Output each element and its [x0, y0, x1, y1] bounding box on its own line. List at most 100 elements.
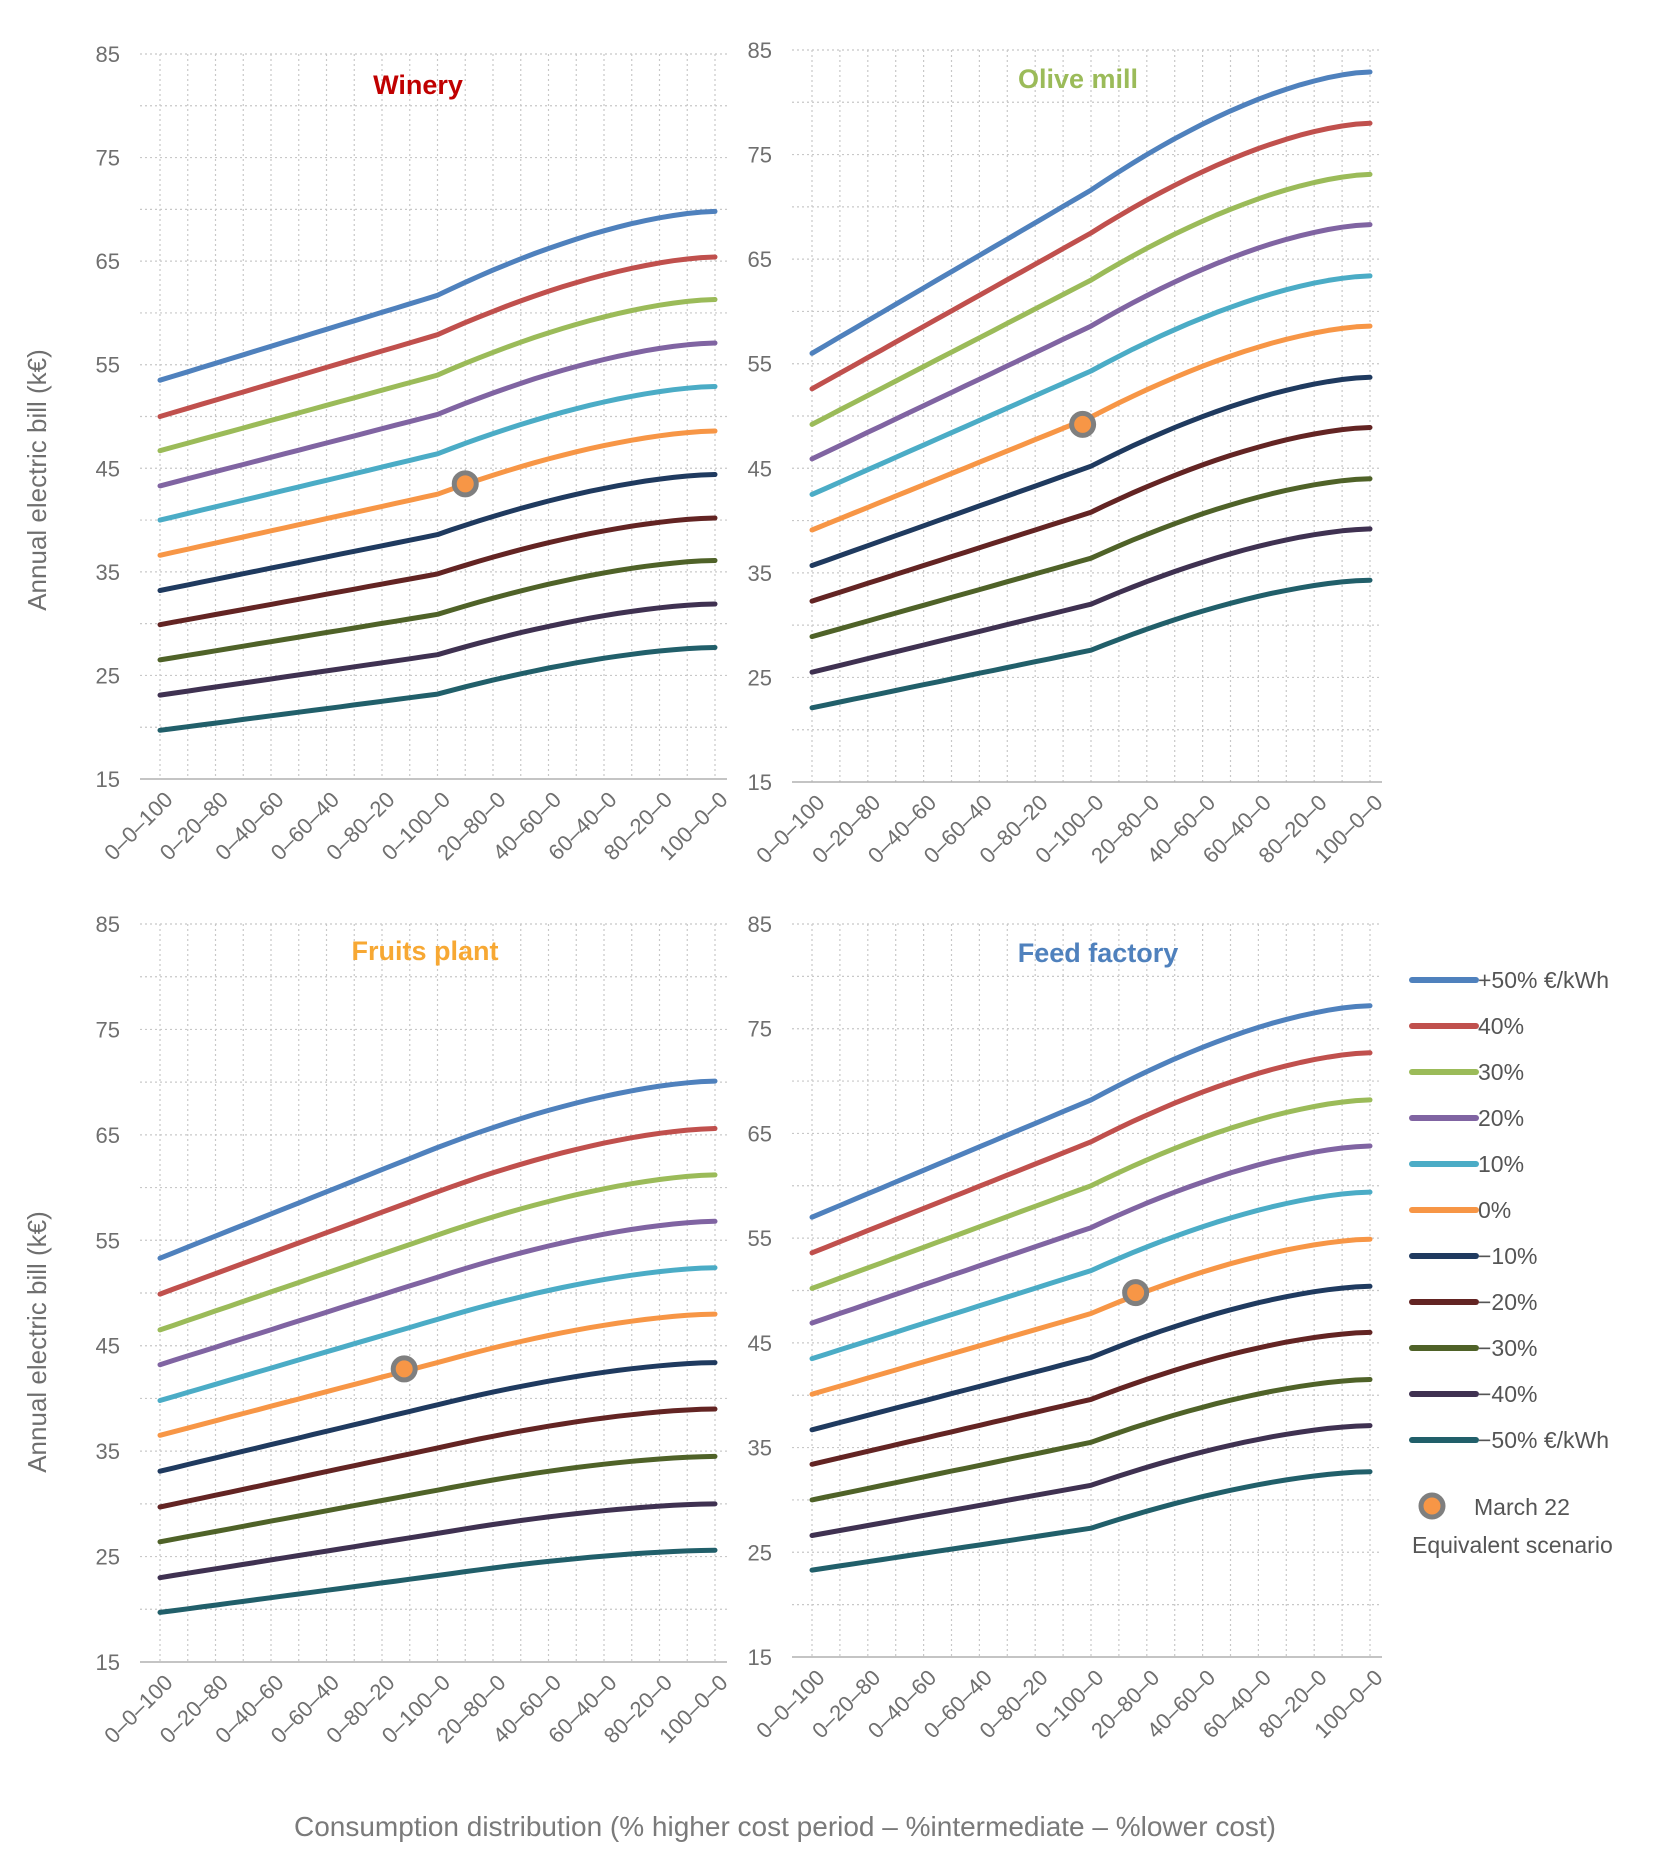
y-tick-label: 85 — [96, 912, 120, 937]
y-tick-label: 55 — [748, 1226, 772, 1251]
series-line — [809, 1050, 1373, 1256]
series-line — [157, 340, 718, 489]
series-line — [809, 222, 1373, 462]
legend: +50% €/kWh 40% 30% 20% 10% 0% −10% −20% −30% −40%… — [1409, 967, 1613, 1558]
y-tick-label: 25 — [96, 663, 120, 688]
y-tick-label: 25 — [748, 665, 772, 690]
y-tick-label: 55 — [96, 1228, 120, 1253]
y-tick-label: 85 — [748, 912, 772, 937]
series-line — [809, 120, 1373, 392]
series-line — [157, 428, 718, 558]
y-tick-label: 45 — [96, 456, 120, 481]
y-tick-label: 45 — [96, 1334, 120, 1359]
series-line — [157, 297, 718, 454]
legend-label: −30% — [1478, 1335, 1537, 1361]
y-tick-label: 45 — [748, 456, 772, 481]
series-line — [157, 1265, 718, 1403]
legend-label: 10% — [1478, 1151, 1524, 1177]
series-line — [157, 1501, 718, 1581]
y-axis-title: Annual electric bill (k€) — [22, 349, 52, 611]
series-line — [809, 1097, 1373, 1291]
legend-marker-sublabel: Equivalent scenario — [1412, 1532, 1613, 1558]
series-line — [157, 1311, 718, 1438]
march-22-marker — [451, 470, 479, 498]
chart-title: Winery — [373, 70, 463, 100]
series-line — [157, 1172, 718, 1333]
chart-panel: 15253545556575850–0–1000–20–800–40–600–6… — [748, 912, 1388, 1743]
y-tick-label: 55 — [96, 353, 120, 378]
series-line — [157, 472, 718, 593]
chart-title: Olive mill — [1018, 64, 1138, 94]
legend-marker-label: March 22 — [1474, 1494, 1570, 1520]
series-line — [809, 1377, 1373, 1503]
y-tick-label: 85 — [748, 38, 772, 63]
series-line — [157, 208, 718, 383]
legend-label: 40% — [1478, 1013, 1524, 1039]
series-line — [157, 515, 718, 628]
x-axis-title: Consumption distribution (% higher cost … — [294, 1811, 1276, 1842]
series-line — [809, 1143, 1373, 1326]
y-tick-label: 75 — [748, 1017, 772, 1042]
chart-title: Feed factory — [1018, 938, 1179, 968]
series-line — [809, 69, 1373, 356]
series-line — [809, 526, 1373, 675]
chart-panel: 15253545556575850–0–1000–20–800–40–600–6… — [22, 42, 733, 865]
series-line — [809, 374, 1373, 568]
series-line — [809, 171, 1373, 427]
series-line — [157, 1453, 718, 1545]
series-line — [157, 384, 718, 523]
series-line — [809, 1189, 1373, 1362]
series-line — [809, 1329, 1373, 1467]
y-tick-label: 65 — [748, 247, 772, 272]
march-22-marker — [1069, 410, 1097, 438]
y-tick-label: 35 — [96, 560, 120, 585]
legend-marker-icon — [1418, 1492, 1446, 1520]
chart-title: Fruits plant — [352, 936, 499, 966]
y-tick-label: 35 — [748, 1436, 772, 1461]
series-line — [157, 1547, 718, 1615]
series-line — [809, 425, 1373, 604]
y-axis-title: Annual electric bill (k€) — [22, 1211, 52, 1473]
series-line — [157, 1218, 718, 1368]
y-tick-label: 15 — [96, 767, 120, 792]
march-22-marker — [390, 1355, 418, 1383]
y-tick-label: 65 — [748, 1121, 772, 1146]
y-tick-label: 25 — [748, 1540, 772, 1565]
y-tick-label: 15 — [748, 770, 772, 795]
y-tick-label: 15 — [748, 1645, 772, 1670]
y-tick-label: 65 — [96, 1123, 120, 1148]
series-line — [157, 1360, 718, 1474]
series-line — [157, 1406, 718, 1510]
march-22-marker — [1122, 1279, 1150, 1307]
y-tick-label: 15 — [96, 1650, 120, 1675]
series-line — [809, 1003, 1373, 1220]
series-line — [157, 1126, 718, 1297]
chart-panel: 15253545556575850–0–1000–20–800–40–600–6… — [748, 38, 1388, 868]
series-line — [809, 1469, 1373, 1573]
y-tick-label: 35 — [748, 561, 772, 586]
y-tick-label: 25 — [96, 1545, 120, 1570]
series-line — [157, 254, 718, 419]
series-line — [157, 1078, 718, 1261]
y-tick-label: 75 — [96, 146, 120, 171]
legend-label: +50% €/kWh — [1478, 967, 1609, 993]
series-line — [809, 1236, 1373, 1397]
y-tick-label: 55 — [748, 352, 772, 377]
y-tick-label: 45 — [748, 1331, 772, 1356]
legend-label: 20% — [1478, 1105, 1524, 1131]
legend-label: −40% — [1478, 1381, 1537, 1407]
y-tick-label: 75 — [748, 143, 772, 168]
series-line — [809, 273, 1373, 497]
legend-label: 0% — [1478, 1197, 1511, 1223]
panels: 15253545556575850–0–1000–20–800–40–600–6… — [22, 38, 1388, 1748]
legend-label: −20% — [1478, 1289, 1537, 1315]
series-line — [809, 1283, 1373, 1433]
series-line — [157, 558, 718, 663]
series-line — [809, 577, 1373, 711]
y-tick-label: 85 — [96, 42, 120, 67]
series-line — [809, 476, 1373, 640]
series-line — [157, 601, 718, 698]
y-tick-label: 75 — [96, 1017, 120, 1042]
chart-panel: 15253545556575850–0–1000–20–800–40–600–6… — [22, 912, 733, 1748]
